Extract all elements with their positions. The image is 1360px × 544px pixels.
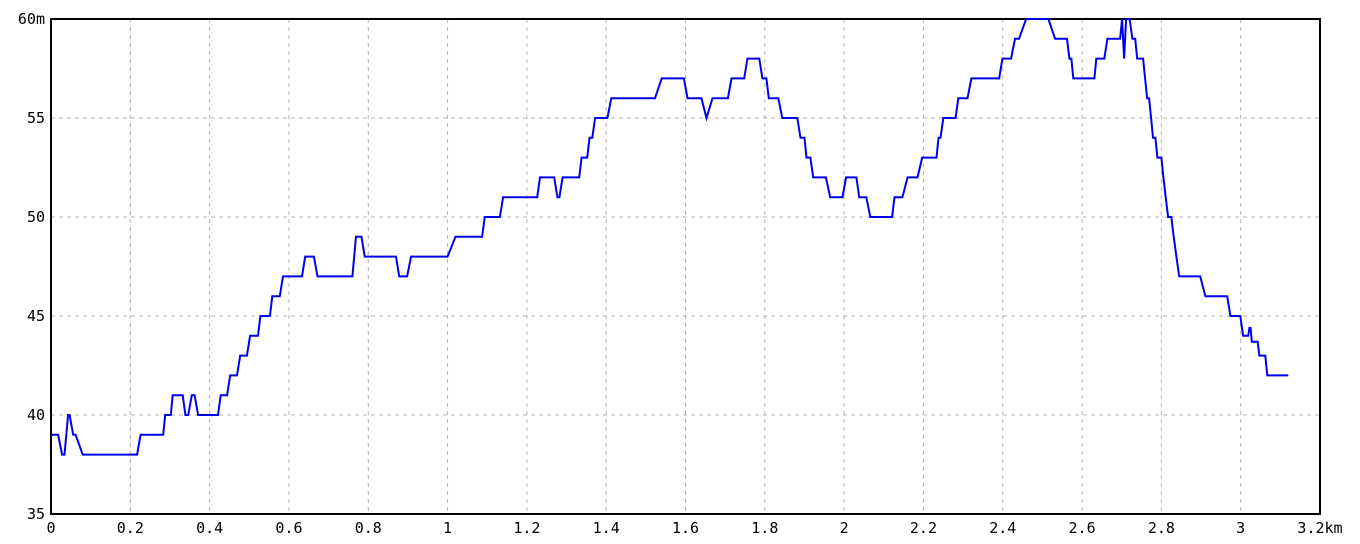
x-tick-label: 1	[443, 519, 452, 537]
x-tick-label: 0.4	[196, 519, 223, 537]
x-tick-label: 1.8	[751, 519, 778, 537]
plot-border	[50, 18, 1321, 515]
x-tick-label: 3.2km	[1297, 519, 1342, 537]
x-tick-label: 0	[46, 519, 55, 537]
y-tick-label: 35	[27, 505, 45, 523]
x-tick-label: 1.2	[513, 519, 540, 537]
x-tick-label: 3	[1236, 519, 1245, 537]
x-tick-label: 1.4	[593, 519, 620, 537]
x-tick-label: 2.8	[1148, 519, 1175, 537]
y-tick-label: 40	[27, 406, 45, 424]
x-tick-label: 0.6	[275, 519, 302, 537]
x-tick-label: 2	[840, 519, 849, 537]
x-tick-label: 2.6	[1069, 519, 1096, 537]
x-tick-label: 0.2	[117, 519, 144, 537]
y-tick-label: 55	[27, 109, 45, 127]
x-tick-label: 2.4	[989, 519, 1016, 537]
y-tick-label: 45	[27, 307, 45, 325]
x-tick-label: 0.8	[355, 519, 382, 537]
y-tick-label: 50	[27, 208, 45, 226]
y-tick-label: 60m	[18, 10, 45, 28]
x-tick-label: 1.6	[672, 519, 699, 537]
elevation-line	[51, 18, 1289, 456]
x-tick-label: 2.2	[910, 519, 937, 537]
